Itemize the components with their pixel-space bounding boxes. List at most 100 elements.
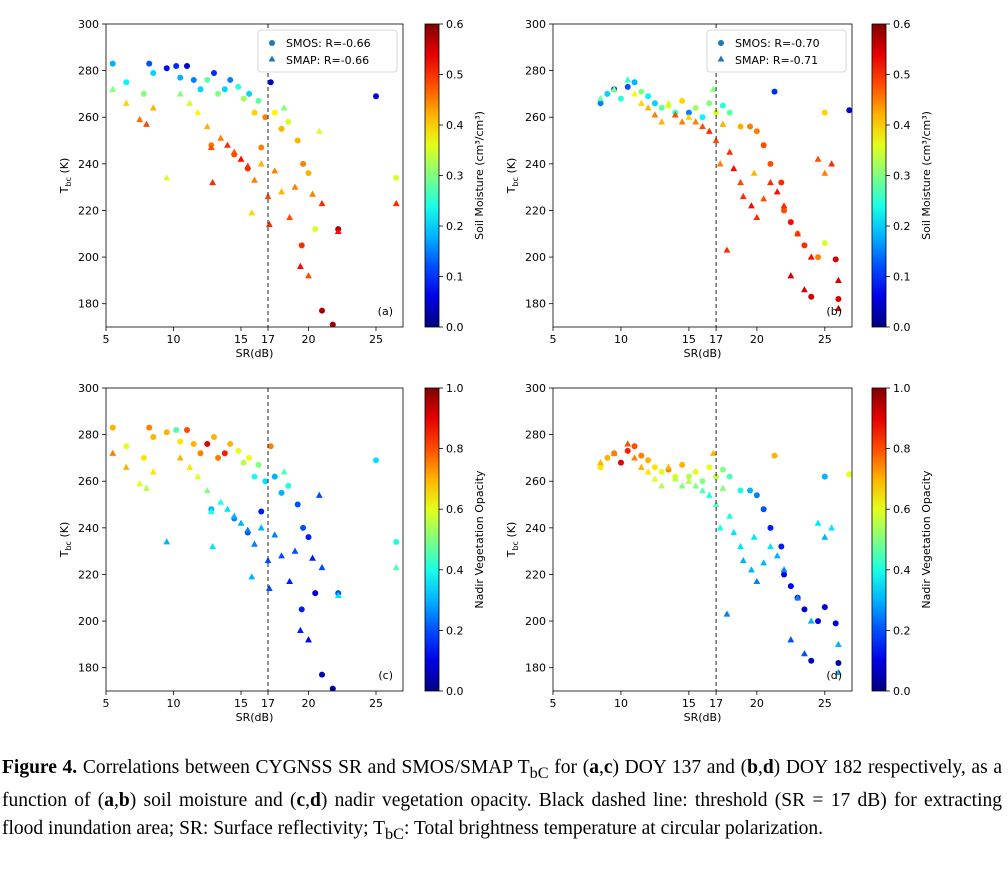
legend-marker-smap [268,55,276,62]
caption-bold: d [310,790,321,812]
data-point-smap [767,178,774,186]
x-tick-label: 17 [261,333,275,346]
data-point-smap [309,190,316,197]
data-point-smos [658,468,665,475]
data-point-smos [278,125,285,132]
data-point-smos [726,473,733,480]
data-point-smap [257,524,265,531]
caption-text: ) soil moisture and ( [129,790,297,812]
data-point-smos [240,459,247,466]
data-point-smap [760,195,768,202]
data-point-smos [251,109,258,116]
x-axis-label: SR(dB) [236,711,274,724]
data-point-smos [753,492,760,499]
y-axis-label: Tbc (K) [505,158,520,195]
data-point-smap [217,498,225,505]
data-point-smap [671,111,679,118]
data-point-smos [204,440,211,447]
data-point-smos [300,160,307,167]
data-point-smap [753,213,761,221]
data-point-smos [298,606,305,613]
x-tick-label: 17 [709,333,723,346]
data-point-smap [318,563,326,571]
data-point-smos [211,69,217,76]
data-point-smos [319,307,325,314]
data-point-smos [846,107,852,114]
x-tick-label: 25 [818,333,832,346]
y-axis-label: Tbc (K) [58,158,73,195]
data-point-smos [373,93,379,100]
data-point-smap [737,542,744,550]
data-point-smap [224,141,231,148]
data-point-smos [197,450,204,457]
caption-subscript: bC [529,763,549,782]
points-group [109,424,400,691]
data-point-smap [719,120,727,127]
legend-marker-smos [718,40,724,46]
data-point-smos [255,461,262,468]
data-point-smos [760,506,767,513]
colorbar-tick-label: 0.0 [446,321,464,334]
data-point-smap [149,104,157,111]
data-point-smap [280,468,288,475]
data-point-smap [685,113,693,120]
data-point-smap [671,475,679,482]
chart-panel-b: 5 10 15 17 20 25 180 200 220 240 260 280 300 SR(dB) Tb… [505,18,933,360]
data-point-smap [723,246,731,253]
data-point-smap [136,479,144,487]
data-point-smos [821,473,828,480]
colorbar-tick-label: 0.4 [893,564,911,577]
data-point-smos [215,454,222,461]
data-point-smap [723,610,731,617]
y-tick-label: 240 [525,158,546,171]
data-point-smos [146,60,153,67]
data-point-smos [719,102,726,109]
data-point-smos [821,604,828,611]
data-point-smos [699,478,706,485]
data-point-smos [140,90,147,97]
data-point-smap [315,491,323,498]
x-axis-label: SR(dB) [684,711,722,724]
data-point-smap [163,174,171,181]
x-tick-label: 10 [614,333,628,346]
x-tick-label: 10 [167,697,181,710]
data-point-smap [780,566,788,573]
data-point-smap [209,542,217,550]
x-tick-label: 15 [234,333,248,346]
caption-text: , [598,757,604,778]
colorbar-tick-label: 0.8 [446,443,464,456]
data-point-smap [610,449,618,456]
panel-label: (a) [378,305,393,318]
data-point-smap [230,512,238,519]
data-point-smap [251,176,258,183]
data-point-smos [204,76,211,83]
data-point-smos [767,160,774,167]
data-point-smap [699,486,706,494]
data-point-smos [706,100,713,107]
data-point-smap [814,155,822,162]
data-point-smap [248,209,256,216]
data-point-smos [753,128,760,135]
data-point-smap [726,148,734,155]
y-tick-label: 180 [525,298,546,311]
figure-4-charts: 5 10 15 17 20 25 180 200 220 240 260 280 300 SR(dB) Tb… [58,18,933,724]
data-point-smap [315,127,323,134]
data-point-smos [123,79,130,86]
colorbar-tick-label: 0.6 [893,18,911,31]
data-point-smos [267,79,274,86]
data-point-smap [665,463,672,470]
data-point-smap [801,650,808,657]
data-point-smap [224,505,231,512]
data-point-smos [631,79,638,86]
data-point-smos [235,447,242,454]
data-point-smos [604,90,611,97]
data-point-smap [821,533,829,540]
data-point-smos [227,440,234,447]
points-group [109,60,400,327]
x-tick-label: 15 [682,333,696,346]
colorbar-tick-label: 0.1 [893,271,911,284]
data-point-smap [637,99,645,106]
x-axis-label: SR(dB) [236,347,274,360]
data-point-smap [291,547,299,554]
colorbar-tick-label: 1.0 [893,382,911,395]
